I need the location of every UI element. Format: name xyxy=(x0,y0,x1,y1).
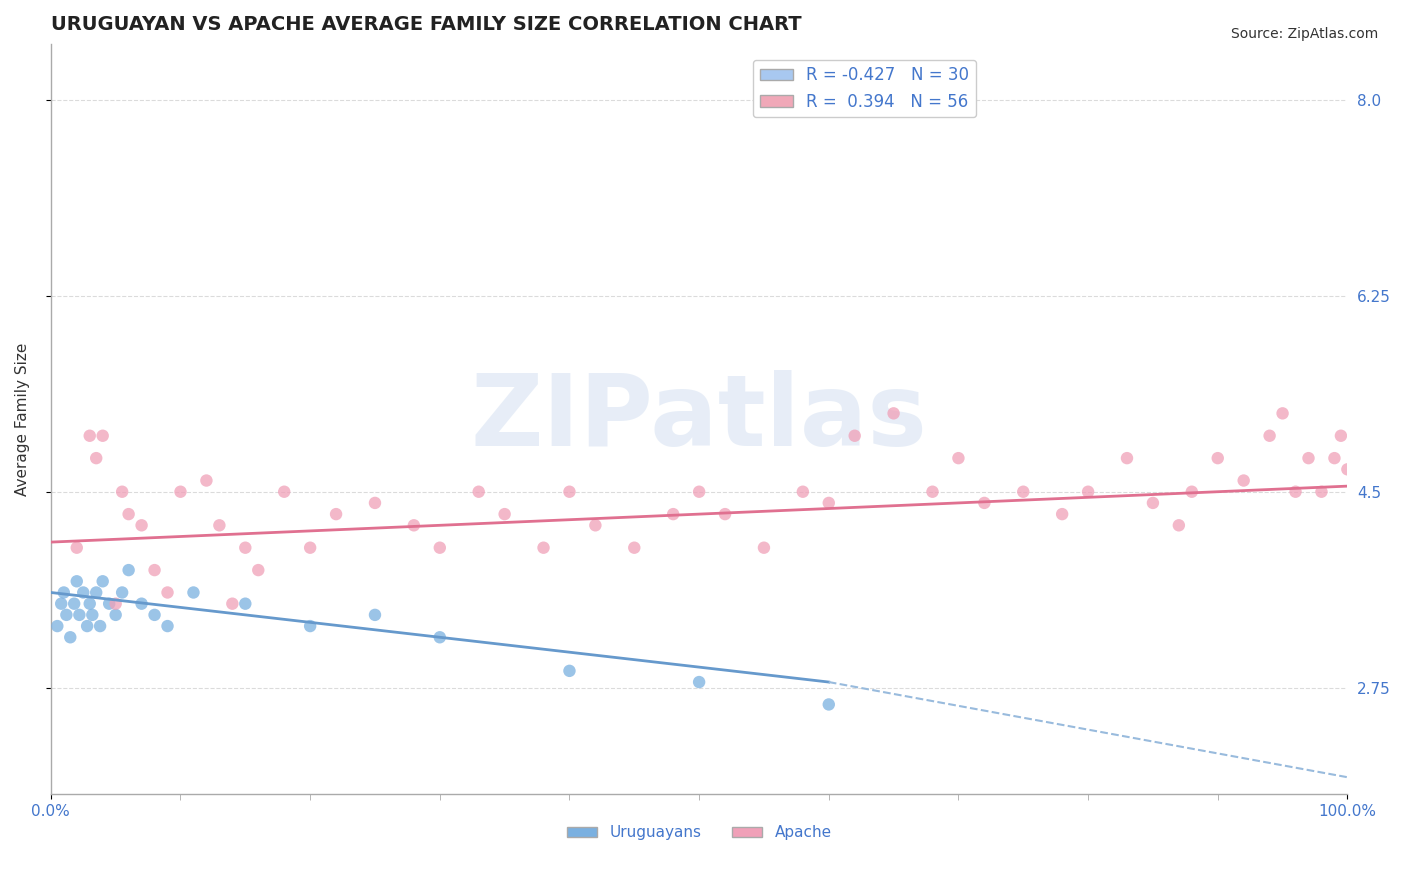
Point xyxy=(117,563,139,577)
Point xyxy=(1330,429,1353,443)
Point xyxy=(364,496,387,510)
Point xyxy=(131,597,153,611)
Point xyxy=(233,541,256,555)
Y-axis label: Average Family Size: Average Family Size xyxy=(15,343,30,496)
Point xyxy=(364,607,387,622)
Point xyxy=(66,541,89,555)
Point xyxy=(233,597,256,611)
Point xyxy=(817,698,839,712)
Point xyxy=(51,597,73,611)
Point xyxy=(59,630,82,644)
Point xyxy=(84,585,107,599)
Point xyxy=(429,630,451,644)
Point xyxy=(1167,518,1189,533)
Point xyxy=(156,585,179,599)
Point xyxy=(1310,484,1333,499)
Point xyxy=(91,429,114,443)
Point xyxy=(104,607,127,622)
Point xyxy=(688,484,710,499)
Point xyxy=(1012,484,1035,499)
Point xyxy=(792,484,814,499)
Point xyxy=(883,406,905,420)
Point xyxy=(156,619,179,633)
Point xyxy=(948,451,970,466)
Point xyxy=(973,496,995,510)
Point xyxy=(247,563,270,577)
Point xyxy=(429,541,451,555)
Point xyxy=(76,619,98,633)
Point xyxy=(117,507,139,521)
Point xyxy=(1271,406,1294,420)
Point xyxy=(662,507,685,521)
Point xyxy=(714,507,737,521)
Point xyxy=(46,619,69,633)
Point xyxy=(1298,451,1320,466)
Point xyxy=(1206,451,1229,466)
Point xyxy=(91,574,114,589)
Point xyxy=(1284,484,1306,499)
Point xyxy=(143,607,166,622)
Legend: Uruguayans, Apache: Uruguayans, Apache xyxy=(561,819,838,847)
Point xyxy=(55,607,77,622)
Point xyxy=(82,607,104,622)
Point xyxy=(494,507,516,521)
Point xyxy=(1233,474,1256,488)
Point xyxy=(844,429,866,443)
Point xyxy=(52,585,75,599)
Text: URUGUAYAN VS APACHE AVERAGE FAMILY SIZE CORRELATION CHART: URUGUAYAN VS APACHE AVERAGE FAMILY SIZE … xyxy=(51,15,801,34)
Point xyxy=(79,429,101,443)
Point xyxy=(1181,484,1204,499)
Point xyxy=(558,484,581,499)
Point xyxy=(111,585,134,599)
Point xyxy=(817,496,839,510)
Point xyxy=(131,518,153,533)
Point xyxy=(183,585,205,599)
Point xyxy=(623,541,645,555)
Point xyxy=(143,563,166,577)
Point xyxy=(583,518,606,533)
Point xyxy=(467,484,489,499)
Point xyxy=(72,585,94,599)
Point xyxy=(67,607,90,622)
Point xyxy=(1323,451,1346,466)
Point xyxy=(688,675,710,690)
Point xyxy=(111,484,134,499)
Point xyxy=(66,574,89,589)
Point xyxy=(273,484,295,499)
Point xyxy=(533,541,555,555)
Point xyxy=(89,619,111,633)
Point xyxy=(1142,496,1164,510)
Point xyxy=(169,484,191,499)
Point xyxy=(299,541,322,555)
Point xyxy=(1050,507,1073,521)
Point xyxy=(79,597,101,611)
Point xyxy=(63,597,86,611)
Point xyxy=(221,597,243,611)
Point xyxy=(1077,484,1099,499)
Point xyxy=(299,619,322,633)
Point xyxy=(921,484,943,499)
Point xyxy=(1116,451,1139,466)
Point xyxy=(104,597,127,611)
Point xyxy=(558,664,581,678)
Point xyxy=(208,518,231,533)
Point xyxy=(325,507,347,521)
Point xyxy=(1336,462,1358,476)
Text: ZIPatlas: ZIPatlas xyxy=(471,370,928,467)
Point xyxy=(402,518,425,533)
Point xyxy=(752,541,775,555)
Point xyxy=(98,597,121,611)
Point xyxy=(1258,429,1281,443)
Point xyxy=(195,474,218,488)
Point xyxy=(84,451,107,466)
Text: Source: ZipAtlas.com: Source: ZipAtlas.com xyxy=(1230,27,1378,41)
